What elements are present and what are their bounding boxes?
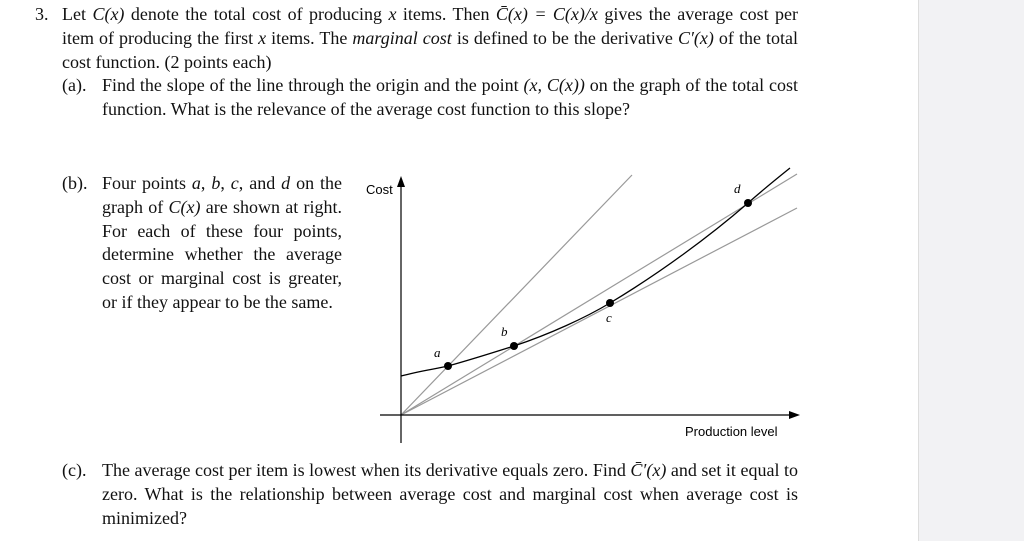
- math-text: d: [281, 173, 291, 193]
- x-axis-label: Production level: [685, 424, 778, 439]
- text: Let: [62, 4, 93, 24]
- point-label: b: [501, 324, 508, 339]
- y-axis-label: Cost: [366, 182, 393, 197]
- text: , and: [238, 173, 282, 193]
- text: is defined to be the derivative: [451, 27, 678, 48]
- point-label: a: [434, 345, 441, 360]
- math-text: marginal cost: [352, 27, 452, 48]
- arrow: [789, 411, 800, 419]
- text: The average cost per item is lowest when…: [102, 460, 631, 480]
- text: items. Then: [396, 4, 496, 24]
- text: items. The: [266, 27, 353, 48]
- side-panel: [918, 0, 1024, 541]
- part-label: (b).: [62, 173, 88, 193]
- rays: [400, 173, 798, 416]
- math-text: b: [211, 173, 221, 193]
- point: [606, 299, 614, 307]
- text: Find the slope of the line through the o…: [102, 75, 524, 95]
- text: gives the average cost per item of produ…: [62, 4, 799, 48]
- math-text: a: [191, 173, 201, 193]
- math-text: x: [388, 4, 397, 24]
- part-label: (a).: [62, 75, 87, 95]
- ray: [400, 207, 798, 416]
- text: ,: [220, 173, 231, 193]
- text: on the graph of: [102, 173, 343, 217]
- point-label: d: [734, 181, 741, 196]
- part-label: (c).: [62, 460, 87, 480]
- ray: [400, 174, 633, 416]
- math-text: C̄′(x): [630, 460, 667, 480]
- text: ,: [200, 173, 212, 193]
- part-text: Find the slope of the line through the o…: [102, 74, 798, 122]
- points: [444, 199, 752, 370]
- ray: [400, 173, 798, 416]
- text: of the total cost function. (2 points ea…: [62, 27, 798, 72]
- text: and set it equal to zero. What is the re…: [102, 460, 798, 528]
- intro: Let C(x) denote the total cost of produc…: [62, 3, 798, 74]
- math-text: C̄(x) = C(x)/x: [495, 4, 598, 24]
- text: Four points: [102, 173, 192, 193]
- text: are shown at right. For each of these fo…: [102, 196, 342, 312]
- problem-number: 3.: [35, 4, 49, 24]
- math-text: C(x): [92, 4, 125, 24]
- point: [744, 199, 752, 207]
- math-text: c: [230, 173, 239, 193]
- point: [510, 342, 518, 350]
- math-text: C(x): [168, 196, 201, 217]
- point-label: c: [606, 310, 612, 325]
- part-text: The average cost per item is lowest when…: [102, 459, 798, 530]
- math-text: (x, C(x)): [523, 75, 585, 95]
- cost-curve: [400, 167, 791, 377]
- text: denote the total cost of producing: [124, 4, 389, 24]
- part-text: Four points a, b, c, and d on the graph …: [102, 172, 342, 315]
- diagram: a b c d Cost Production level: [366, 167, 800, 443]
- point: [444, 362, 452, 370]
- math-text: C′(x): [677, 27, 714, 48]
- math-text: x: [258, 27, 267, 48]
- arrow: [397, 176, 405, 187]
- text: on the graph of the total cost function.…: [102, 75, 798, 119]
